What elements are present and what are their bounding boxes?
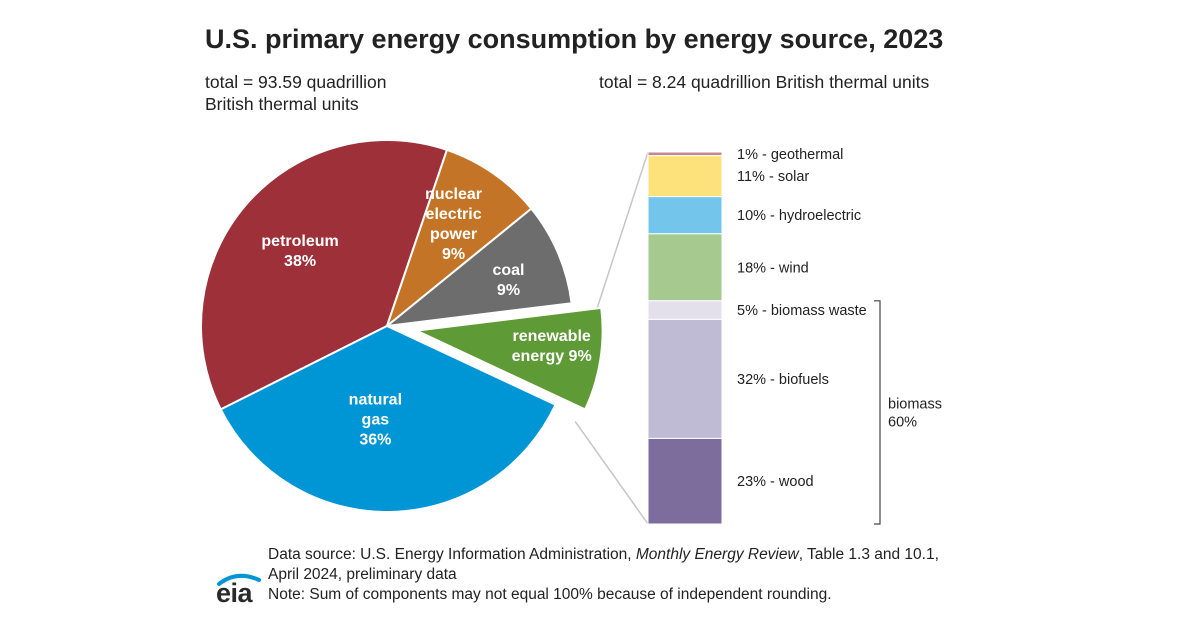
rounding-note: Note: Sum of components may not equal 10… <box>268 586 832 603</box>
pie-slice-coal <box>383 207 573 328</box>
connector-lines <box>574 151 649 525</box>
pie-total-label: total = 93.59 quadrillion British therma… <box>205 71 386 115</box>
connector-top <box>594 151 649 315</box>
bar-segment-hydroelectric <box>647 196 723 235</box>
pie-label-nuclear: nuclear electric power 9% <box>425 186 482 263</box>
biomass-bracket: biomass 60% <box>874 300 942 525</box>
bar-total-label: total = 8.24 quadrillion British thermal… <box>599 72 930 92</box>
source-prefix: Data source: U.S. Energy Information Adm… <box>268 546 636 563</box>
pie-total-line-2: British thermal units <box>205 94 359 114</box>
biomass-bracket-label: biomass 60% <box>888 396 942 430</box>
source-publication: Monthly Energy Review <box>635 546 799 563</box>
pie-slice-petroleum <box>200 139 449 411</box>
pie-label-renewable: renewable energy 9% <box>512 328 592 365</box>
pie-slice-nuclear <box>384 148 533 329</box>
bar-label-solar: 11% - solar <box>737 169 809 185</box>
bar-label-hydroelectric: 10% - hydroelectric <box>737 208 861 224</box>
chart-title: U.S. primary energy consumption by energ… <box>205 24 944 54</box>
bar-segment-wood <box>647 437 723 525</box>
pie-chart <box>200 139 604 513</box>
eia-logo: eia <box>215 572 267 608</box>
pie-labels: petroleum 38% nuclear electric power 9% coal 9%… <box>261 186 591 448</box>
renewable-stacked-bar <box>647 151 723 525</box>
eia-logo-text: eia <box>216 578 253 608</box>
source-suffix: , Table 1.3 and 10.1, <box>798 546 939 563</box>
pie-label-petroleum: petroleum 38% <box>261 233 338 270</box>
source-line-2: April 2024, preliminary data <box>268 566 457 583</box>
pie-slice-renewable <box>413 306 604 411</box>
bar-segment-wind <box>647 233 723 302</box>
eia-logo-arc-icon <box>217 573 261 586</box>
pie-label-coal: coal 9% <box>492 262 524 299</box>
data-source-note: Data source: U.S. Energy Information Adm… <box>268 545 939 605</box>
source-line-1: Data source: U.S. Energy Information Adm… <box>268 545 939 565</box>
bar-label-biomass-waste: 5% - biomass waste <box>737 303 867 319</box>
bar-label-geothermal: 1% - geothermal <box>737 147 843 163</box>
pie-label-natural-gas: natural gas 36% <box>349 391 402 448</box>
bar-label-biofuels: 32% - biofuels <box>737 372 829 388</box>
bar-segment-biofuels <box>647 318 723 439</box>
bar-label-wind: 18% - wind <box>737 260 809 276</box>
pie-slice-natural-gas <box>219 324 557 513</box>
bar-segment-geothermal <box>647 151 723 157</box>
bar-label-wood: 23% - wood <box>737 474 814 490</box>
pie-total-line-1: total = 93.59 quadrillion <box>205 72 387 92</box>
stacked-bar-labels: 1% - geothermal 11% - solar 10% - hydroele… <box>737 147 867 490</box>
connector-bottom <box>574 420 649 525</box>
bar-segment-biomass-waste <box>647 300 723 320</box>
biomass-bracket-line <box>874 300 881 525</box>
bar-segment-solar <box>647 155 723 198</box>
